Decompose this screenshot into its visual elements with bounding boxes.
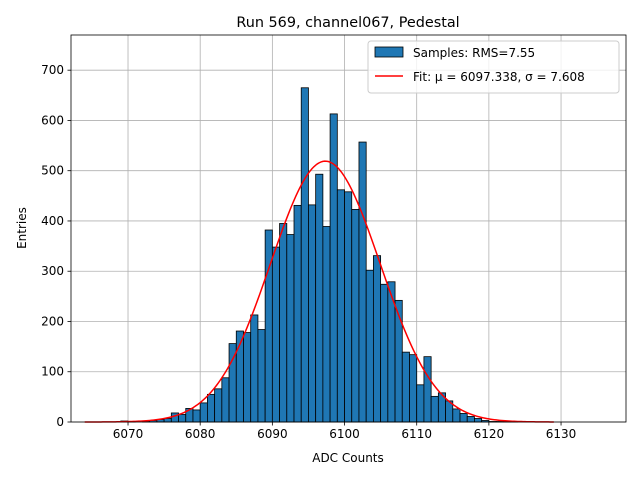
- histogram-bar: [300, 87, 309, 423]
- x-tick-label: 6110: [401, 427, 432, 441]
- histogram-bar: [394, 299, 403, 423]
- y-tick-label: 500: [41, 164, 64, 178]
- histogram-bar: [344, 191, 353, 423]
- y-tick-label: 600: [41, 113, 64, 127]
- histogram-bar: [336, 189, 345, 423]
- histogram-bar: [293, 204, 302, 423]
- x-tick-label: 6070: [113, 427, 144, 441]
- histogram-bar: [250, 314, 259, 423]
- histogram-bar: [207, 393, 216, 423]
- histogram-bar: [315, 173, 324, 423]
- histogram-bar: [329, 113, 338, 423]
- x-tick-label: 6090: [257, 427, 288, 441]
- y-tick-label: 300: [41, 264, 64, 278]
- y-axis-ticks: 0 100 200 300 400 500 600 700: [41, 63, 71, 429]
- y-tick-label: 200: [41, 314, 64, 328]
- y-axis-label: Entries: [15, 207, 29, 249]
- legend-histogram-label: Samples: RMS=7.55: [413, 46, 535, 60]
- histogram-bar: [351, 209, 360, 423]
- histogram-bar: [271, 246, 280, 423]
- histogram-bar: [358, 141, 367, 423]
- histogram-bar: [199, 402, 208, 423]
- histogram-bar: [221, 377, 230, 423]
- legend-histogram-swatch: [374, 46, 404, 58]
- histogram-bar: [257, 329, 266, 423]
- legend: Samples: RMS=7.55 Fit: μ = 6097.338, σ =…: [367, 40, 620, 94]
- histogram-bar: [423, 356, 432, 423]
- histogram-bar: [365, 269, 374, 423]
- y-tick-label: 400: [41, 214, 64, 228]
- legend-fit-label: Fit: μ = 6097.338, σ = 7.608: [413, 70, 585, 84]
- histogram-bar: [279, 223, 288, 423]
- histogram-bar: [474, 418, 483, 423]
- x-tick-label: 6100: [329, 427, 360, 441]
- x-tick-label: 6130: [546, 427, 577, 441]
- x-axis-label: ADC Counts: [312, 451, 384, 465]
- histogram-bar: [430, 395, 439, 423]
- y-tick-label: 100: [41, 365, 64, 379]
- histogram-bar: [380, 283, 389, 423]
- histogram-bar: [372, 255, 382, 423]
- histogram-bar: [243, 332, 252, 423]
- y-tick-label: 700: [41, 63, 64, 77]
- axes-frame: [70, 34, 627, 423]
- fit-curve: [84, 160, 554, 423]
- histogram-bar: [416, 384, 425, 423]
- y-tick-label: 0: [56, 415, 64, 429]
- histogram-bar: [466, 416, 475, 423]
- histogram-bar: [322, 226, 331, 423]
- histogram-bar: [409, 354, 418, 423]
- x-tick-label: 6120: [474, 427, 505, 441]
- histogram-bar: [264, 229, 273, 423]
- x-tick-label: 6080: [185, 427, 216, 441]
- histogram-bar: [286, 234, 295, 423]
- histogram-bar: [459, 413, 468, 423]
- histogram-bar: [308, 204, 317, 423]
- histogram-bar: [214, 388, 223, 423]
- legend-box: [367, 40, 620, 94]
- histogram-bar: [178, 414, 187, 423]
- chart-title: Run 569, channel067, Pedestal: [236, 15, 459, 31]
- histogram-bar: [192, 409, 201, 423]
- histogram-bar: [452, 408, 461, 423]
- x-axis-ticks: 6070 6080 6090 6100 6110 6120 6130: [113, 422, 577, 441]
- histogram-bar: [401, 351, 410, 423]
